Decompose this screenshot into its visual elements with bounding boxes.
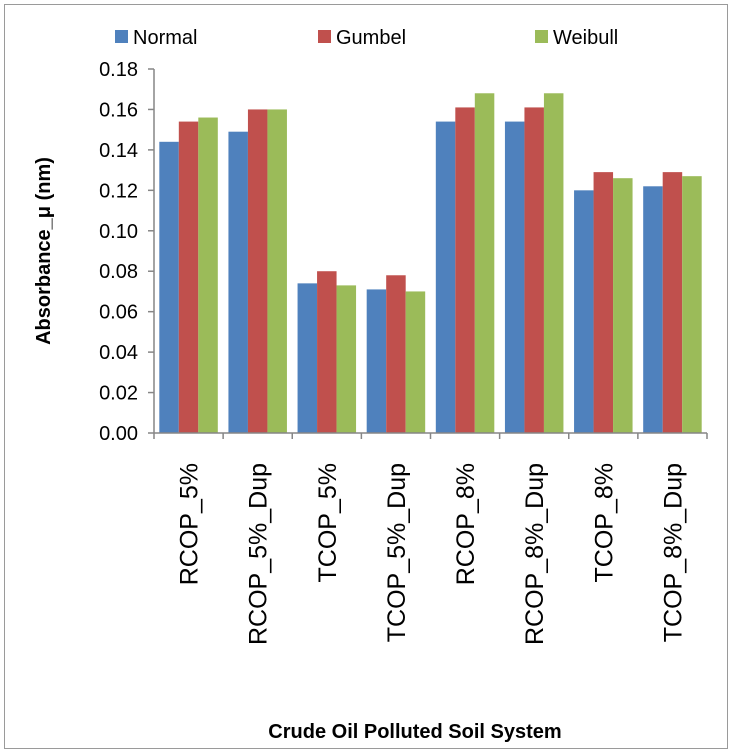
- axes: [148, 68, 708, 439]
- bar-weibull-8: [682, 176, 702, 433]
- category-label: RCOP_8%: [452, 463, 480, 585]
- bar-normal-7: [574, 190, 594, 433]
- y-tick-label: 0.16: [99, 99, 138, 121]
- legend-item-weibull: Weibull: [535, 27, 618, 49]
- y-tick-label: 0.00: [99, 423, 138, 445]
- legend-label: Normal: [133, 27, 197, 49]
- y-tick-label: 0.06: [99, 302, 138, 324]
- category-label: RCOP_5%: [176, 463, 204, 585]
- y-tick-label: 0.12: [99, 180, 138, 202]
- category-label: TCOP_8%_Dup: [659, 463, 687, 642]
- y-tick-label: 0.14: [99, 140, 138, 162]
- bar-gumbel-3: [317, 271, 337, 433]
- legend-label: Weibull: [553, 27, 618, 49]
- bar-normal-2: [228, 131, 248, 433]
- category-labels: RCOP_5% RCOP_5%_Dup TCOP_5% TCOP_5%_Dup RCOP…: [176, 463, 688, 645]
- bar-gumbel-1: [178, 121, 199, 433]
- bar-gumbel-4: [386, 275, 406, 433]
- y-axis-title: Absorbance_μ (nm): [33, 157, 55, 345]
- bar-gumbel-6: [524, 107, 544, 434]
- bar-normal-5: [435, 121, 456, 433]
- bar-weibull-4: [405, 291, 426, 433]
- bar-weibull-3: [336, 285, 357, 433]
- bar-weibull-6: [543, 93, 564, 434]
- bar-weibull-5: [474, 93, 495, 434]
- legend-swatch-normal: [115, 30, 128, 43]
- bar-normal-8: [643, 186, 663, 433]
- bars: [159, 93, 702, 434]
- bar-weibull-7: [613, 178, 633, 433]
- y-tick-label: 0.08: [99, 261, 138, 283]
- legend-swatch-weibull: [535, 30, 548, 43]
- y-tick-labels: 0.00 0.02 0.04 0.06 0.08 0.10 0.12 0.14 0.16 0.18: [99, 59, 138, 445]
- x-axis-title: Crude Oil Polluted Soil System: [268, 721, 561, 743]
- bar-gumbel-7: [593, 172, 614, 433]
- category-label: RCOP_5%_Dup: [245, 463, 273, 645]
- y-tick-label: 0.04: [99, 342, 138, 364]
- legend-swatch-gumbel: [318, 30, 331, 43]
- bar-weibull-1: [198, 117, 218, 433]
- category-label: TCOP_5%_Dup: [383, 463, 411, 642]
- legend-item-gumbel: Gumbel: [318, 27, 406, 49]
- bar-gumbel-5: [455, 107, 475, 434]
- category-label: RCOP_8%_Dup: [521, 463, 549, 645]
- bar-normal-6: [504, 121, 525, 433]
- bar-normal-3: [297, 283, 318, 433]
- legend-label: Gumbel: [336, 27, 406, 49]
- bar-gumbel-2: [247, 109, 268, 433]
- bar-weibull-2: [267, 109, 287, 433]
- category-label: TCOP_8%: [590, 463, 618, 582]
- y-tick-label: 0.02: [99, 383, 138, 405]
- bar-gumbel-8: [662, 172, 683, 433]
- y-tick-label: 0.18: [99, 59, 138, 81]
- bar-normal-1: [159, 141, 179, 434]
- legend-item-normal: Normal: [115, 27, 197, 49]
- legend: Normal Gumbel Weibull: [115, 27, 618, 49]
- bar-normal-4: [366, 289, 387, 433]
- y-tick-label: 0.10: [99, 221, 138, 243]
- category-label: TCOP_5%: [314, 463, 342, 582]
